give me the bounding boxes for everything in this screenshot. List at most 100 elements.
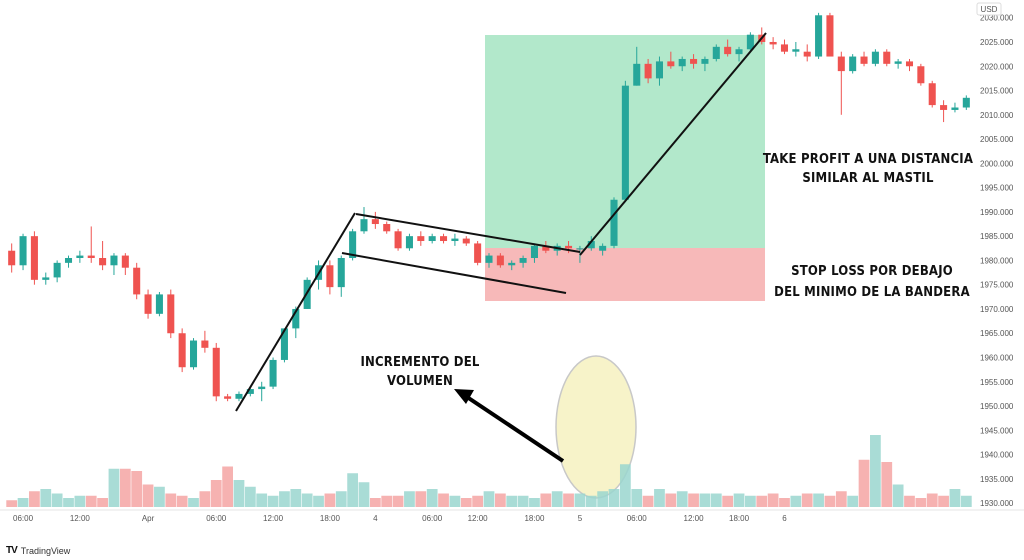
candle-body [883,52,890,64]
volume-bar [495,494,506,508]
candle-body [133,268,140,295]
time-tick-label: 18:00 [320,514,341,523]
volume-bar [404,491,415,507]
volume-bar [165,494,176,508]
candle-body [122,256,129,268]
candle [940,100,947,122]
time-axis[interactable]: 06:00 12:00 Apr 06:00 12:00 18:00 4 06:00 12:00 1… [0,510,1024,523]
candle-body [610,200,617,246]
volume-bar [927,494,938,508]
candle [622,81,629,202]
time-tick-label: 06:00 [627,514,648,523]
volume-bar [200,491,211,507]
volume-bar [6,500,17,507]
candle-body [838,57,845,72]
candle [713,44,720,61]
flagpole-line-left [236,213,355,411]
candle-body [565,246,572,248]
candle-body [110,256,117,266]
candle-body [747,35,754,50]
candle-body [258,387,265,389]
take-profit-note-line1: TAKE PROFIT A UNA DISTANCIA [763,152,973,167]
candle [65,256,72,268]
candle [338,256,345,297]
volume-bar [859,460,870,507]
volume-note-line1: INCREMENTO DEL [360,355,479,370]
candle [31,231,38,284]
volume-bar [711,494,722,508]
tradingview-footer[interactable]: TV TradingView [6,545,70,556]
volume-bar [484,491,495,507]
volume-bar [631,489,642,507]
volume-bar [109,469,120,507]
candle-body [770,42,777,44]
price-tick-label: 1990.000 [980,208,1014,217]
price-tick-label: 1975.000 [980,281,1014,290]
volume-bar [961,496,972,507]
candle [895,59,902,69]
volume-bar [211,480,222,507]
candle [872,49,879,66]
candle [133,263,140,299]
price-tick-label: 1965.000 [980,329,1014,338]
candle-body [235,394,242,399]
volume-bar [63,498,74,507]
volume-bar [518,496,529,507]
volume-bar [802,494,813,508]
time-tick-label: 12:00 [263,514,284,523]
candle-body [485,256,492,263]
price-axis[interactable]: 2030.000 2025.000 2020.000 2015.000 2010.000… [974,0,1024,512]
volume-bar [506,496,517,507]
candle-body [849,57,856,72]
candle [906,59,913,71]
candle-body [713,47,720,59]
volume-bar [813,494,824,508]
time-tick-label: Apr [142,514,155,523]
candle [54,260,61,282]
candle [826,13,833,57]
candle [270,358,277,390]
time-tick-label: 06:00 [422,514,443,523]
volume-bar [540,494,551,508]
candle-body [145,294,152,313]
volume-bar [347,473,358,507]
candle-body [360,219,367,231]
volume-note-line2: VOLUMEN [387,374,453,389]
price-tick-label: 1940.000 [980,451,1014,460]
candle [258,382,265,401]
candle-body [508,263,515,265]
volume-bar [620,464,631,507]
volume-bar [234,480,245,507]
volume-bar [302,494,313,508]
candle-body [679,59,686,66]
volume-bar [825,496,836,507]
volume-bar [415,491,426,507]
tradingview-logo-icon: TV [6,545,17,556]
candle-body [667,61,674,66]
volume-bar [756,496,767,507]
candle-body [76,256,83,258]
price-tick-label: 2000.000 [980,159,1014,168]
candle-body [656,61,663,78]
time-tick-label: 12:00 [684,514,705,523]
time-tick-label: 18:00 [524,514,545,523]
candle-body [576,248,583,249]
volume-bar [29,491,40,507]
time-tick-label: 6 [782,514,787,523]
candle-body [599,246,606,251]
candle [861,52,868,67]
candle-body [781,44,788,51]
candle-body [65,258,72,263]
volume-bar [381,496,392,507]
price-tick-label: 1955.000 [980,378,1014,387]
volume-bar [552,491,563,507]
volume-bar [472,496,483,507]
volume-bar [450,496,461,507]
candle-body [440,236,447,241]
candle-body [826,15,833,56]
volume-bar [700,494,711,508]
volume-bar [597,491,608,507]
time-tick-label: 18:00 [729,514,750,523]
candle-body [8,251,15,266]
